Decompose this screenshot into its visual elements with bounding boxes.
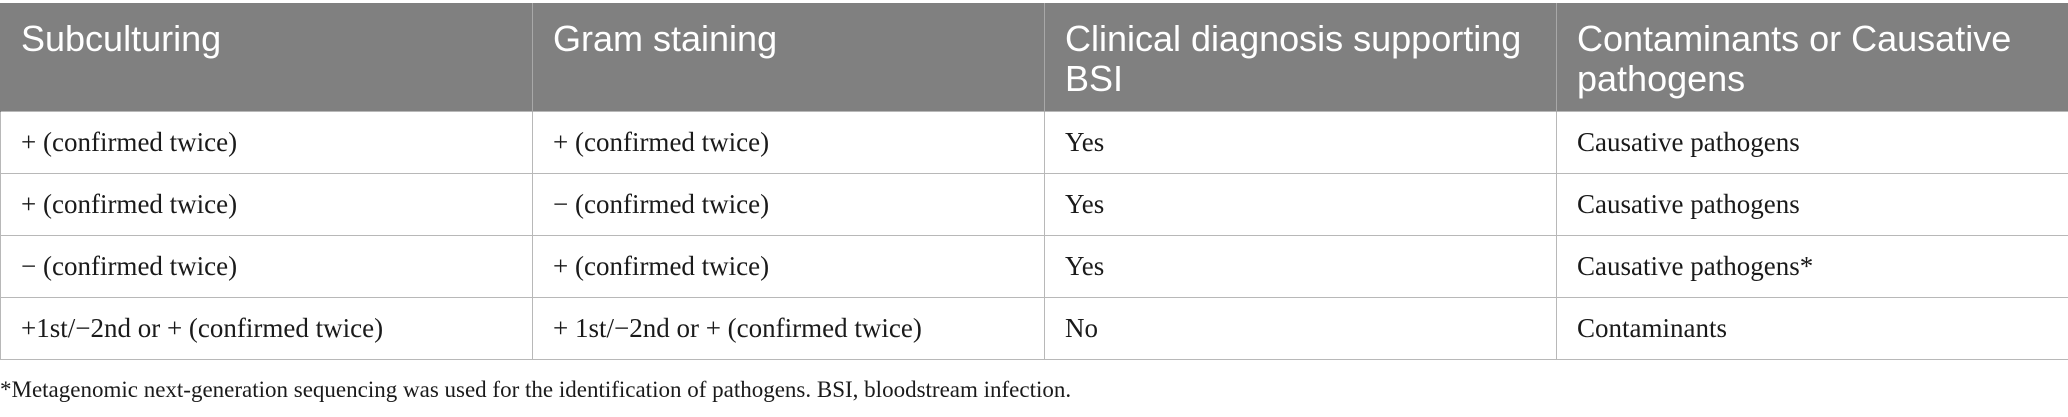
cell-clinical-diagnosis: Yes: [1044, 173, 1557, 236]
header-clinical-diagnosis: Clinical diagnosis supporting BSI: [1044, 3, 1557, 112]
table-row: +1st/−2nd or + (confirmed twice) + 1st/−…: [0, 297, 2068, 360]
cell-gram-staining: + 1st/−2nd or + (confirmed twice): [532, 297, 1045, 360]
cell-subculturing: − (confirmed twice): [0, 235, 533, 298]
header-subculturing: Subculturing: [0, 3, 533, 112]
table-body: + (confirmed twice) + (confirmed twice) …: [0, 111, 2068, 360]
cell-subculturing: + (confirmed twice): [0, 111, 533, 174]
cell-gram-staining: + (confirmed twice): [532, 235, 1045, 298]
cell-clinical-diagnosis: Yes: [1044, 235, 1557, 298]
cell-gram-staining: + (confirmed twice): [532, 111, 1045, 174]
data-table-container: Subculturing Gram staining Clinical diag…: [0, 3, 2068, 360]
table-row: − (confirmed twice) + (confirmed twice) …: [0, 235, 2068, 298]
table-row: + (confirmed twice) + (confirmed twice) …: [0, 111, 2068, 174]
cell-classification: Causative pathogens: [1556, 111, 2068, 174]
header-gram-staining: Gram staining: [532, 3, 1045, 112]
cell-gram-staining: − (confirmed twice): [532, 173, 1045, 236]
table-row: + (confirmed twice) − (confirmed twice) …: [0, 173, 2068, 236]
table-footnote: *Metagenomic next-generation sequencing …: [0, 377, 1072, 402]
header-contaminants-or-pathogens: Contaminants or Causative pathogens: [1556, 3, 2068, 112]
cell-subculturing: +1st/−2nd or + (confirmed twice): [0, 297, 533, 360]
cell-classification: Contaminants: [1556, 297, 2068, 360]
cell-clinical-diagnosis: Yes: [1044, 111, 1557, 174]
criteria-table: Subculturing Gram staining Clinical diag…: [0, 3, 2068, 360]
table-header: Subculturing Gram staining Clinical diag…: [0, 3, 2068, 112]
cell-classification: Causative pathogens: [1556, 173, 2068, 236]
cell-classification: Causative pathogens*: [1556, 235, 2068, 298]
header-row: Subculturing Gram staining Clinical diag…: [0, 3, 2068, 112]
cell-subculturing: + (confirmed twice): [0, 173, 533, 236]
cell-clinical-diagnosis: No: [1044, 297, 1557, 360]
